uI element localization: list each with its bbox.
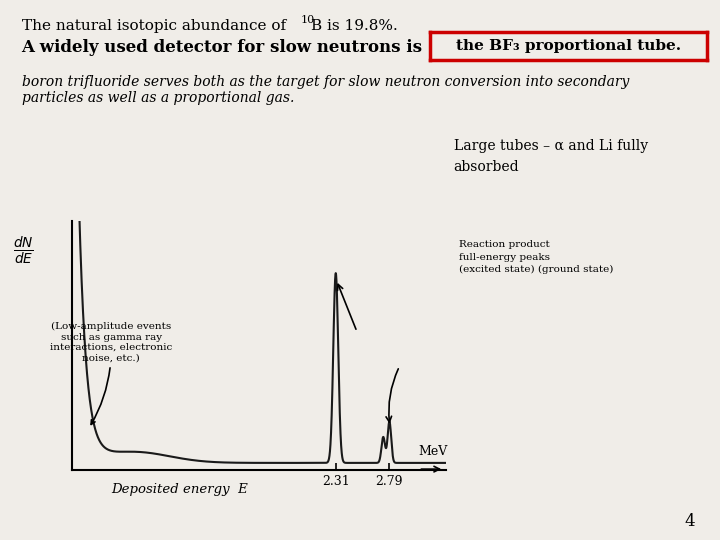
Text: 10: 10 (301, 15, 315, 25)
Text: $\frac{dN}{dE}$: $\frac{dN}{dE}$ (13, 235, 34, 267)
Text: (Low-amplitude events
such as gamma ray
interactions, electronic
noise, etc.): (Low-amplitude events such as gamma ray … (50, 322, 172, 424)
Text: MeV: MeV (418, 445, 448, 458)
Text: Deposited energy  E: Deposited energy E (112, 483, 248, 496)
Text: A widely used detector for slow neutrons is: A widely used detector for slow neutrons… (22, 39, 423, 56)
Text: Large tubes – α and Li fully
absorbed: Large tubes – α and Li fully absorbed (454, 139, 648, 174)
Text: particles as well as a proportional gas.: particles as well as a proportional gas. (22, 91, 294, 105)
Text: Reaction product
full-energy peaks
(excited state) (ground state): Reaction product full-energy peaks (exci… (459, 240, 613, 274)
Text: boron trifluoride serves both as the target for slow neutron conversion into sec: boron trifluoride serves both as the tar… (22, 75, 629, 89)
Text: 4: 4 (684, 514, 695, 530)
Text: B is 19.8%.: B is 19.8%. (311, 19, 397, 33)
Text: The natural isotopic abundance of: The natural isotopic abundance of (22, 19, 291, 33)
Text: the BF₃ proportional tube.: the BF₃ proportional tube. (456, 39, 681, 53)
